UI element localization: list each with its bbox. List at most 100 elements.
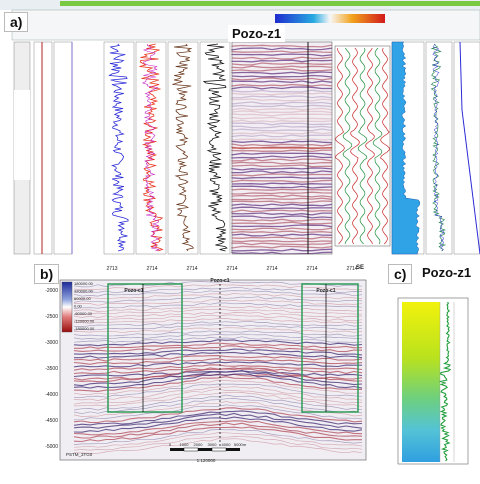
reflector xyxy=(231,125,333,129)
reflector xyxy=(231,98,333,102)
scale-tick-label: 2000 xyxy=(194,442,204,447)
seismic-reflectors xyxy=(231,44,333,255)
reflector xyxy=(231,53,333,57)
scale-tick-label: 4000 xyxy=(222,442,232,447)
panel-a-canvas xyxy=(0,0,480,255)
reflector xyxy=(231,140,333,144)
well-label-right: Pozo-c1 xyxy=(316,288,335,294)
wiggle-trace xyxy=(335,47,345,245)
reflector xyxy=(231,215,333,219)
depth-track-highlight xyxy=(14,90,30,180)
reflector xyxy=(231,248,333,252)
reflector xyxy=(73,333,363,340)
panel-a-well-title: Pozo-z1 xyxy=(228,25,286,42)
reflector xyxy=(231,197,333,201)
reflector xyxy=(231,65,333,69)
reflector xyxy=(231,236,333,240)
section-name: PSTM_3TG0 xyxy=(66,452,93,457)
lithology-color-column xyxy=(402,302,440,462)
panel-a-label: a) xyxy=(4,12,29,32)
corner-tag: SE xyxy=(356,265,364,271)
top-x-label: 2714 xyxy=(306,266,317,272)
reflector xyxy=(73,404,363,421)
section-annotations: -2000 -2500 -3000 -3500 -4000 -4500 -5000 18000… xyxy=(45,265,364,463)
reflector xyxy=(73,376,363,392)
reflector xyxy=(73,306,363,312)
reflector xyxy=(73,416,363,433)
reflector xyxy=(231,107,333,111)
reflector xyxy=(231,152,333,156)
reflector xyxy=(73,407,363,424)
reflector xyxy=(231,83,333,87)
scale-tick-label: 0 xyxy=(169,442,172,447)
panel-c-well-log: c) Pozo-z1 xyxy=(384,262,480,470)
reflector xyxy=(231,245,333,249)
y-tick-label: -2500 xyxy=(45,314,58,320)
gamma-ray-curve xyxy=(438,301,452,462)
wiggle-trace xyxy=(342,47,353,245)
wiggle-trace xyxy=(380,47,390,245)
reflector xyxy=(231,179,333,183)
well-window-right xyxy=(301,283,359,413)
reflector xyxy=(74,342,363,349)
reflector xyxy=(73,364,363,371)
reflector xyxy=(73,284,363,291)
reflector xyxy=(73,299,363,306)
scale-tick-label: 5000m xyxy=(234,442,247,447)
y-tick-label: -3000 xyxy=(45,340,58,346)
reflector xyxy=(231,149,333,153)
legend-value: 0.00 xyxy=(74,304,83,309)
reflector xyxy=(231,185,333,189)
reflector xyxy=(231,50,333,54)
reflector xyxy=(73,330,363,337)
reflector xyxy=(73,379,363,395)
legend-value: -60000.00 xyxy=(74,311,93,316)
log-track-frame xyxy=(425,41,453,255)
reflector xyxy=(73,318,363,324)
wiggle-trace xyxy=(372,47,383,245)
reflector xyxy=(231,227,333,231)
reflector xyxy=(231,104,333,108)
reflector xyxy=(73,436,363,451)
top-x-label: 2713 xyxy=(106,266,117,272)
top-x-label: 2714 xyxy=(146,266,157,272)
reflector xyxy=(73,339,363,347)
y-tick-label: -2000 xyxy=(45,288,58,294)
reflector xyxy=(231,188,333,191)
reflector xyxy=(73,345,363,353)
well-window-left xyxy=(107,283,183,413)
synthetic-wiggles xyxy=(335,47,390,245)
panel-b-canvas: -2000 -2500 -3000 -3500 -4000 -4500 -5000 18000… xyxy=(45,265,367,463)
toolbar-green-strip xyxy=(60,1,480,6)
top-x-label: 2714 xyxy=(186,266,197,272)
right-log-tracks xyxy=(425,41,480,255)
reflector xyxy=(231,200,333,204)
reflector xyxy=(231,209,333,213)
wiggle-trace xyxy=(350,47,360,245)
reflector xyxy=(231,206,333,210)
reflector xyxy=(231,155,333,159)
reflector xyxy=(73,429,363,445)
legend-value: -120000.00 xyxy=(74,319,95,324)
reflector xyxy=(73,296,363,303)
filled-log-track xyxy=(391,41,425,255)
seismic-reflectors xyxy=(73,281,363,454)
reflector xyxy=(73,361,362,368)
well-label-center: Pozo-c1 xyxy=(210,278,229,284)
reflector xyxy=(231,116,333,120)
reflector xyxy=(73,367,363,383)
legend-value: -180000.00 xyxy=(74,326,95,331)
reflector xyxy=(231,158,333,162)
gamma-ray-curve-line xyxy=(438,301,452,462)
scale-tick-label: 3000 xyxy=(208,442,218,447)
scale-tick-label: 1000 xyxy=(180,442,190,447)
reflector xyxy=(74,320,363,327)
reflector xyxy=(73,290,363,297)
reflector xyxy=(231,59,333,63)
wiggle-trace xyxy=(365,47,375,245)
panel-b-seismic-section: -2000 -2500 -3000 -3500 -4000 -4500 -5000 18000… xyxy=(30,262,370,470)
reflector xyxy=(231,221,333,225)
reflector xyxy=(231,119,333,123)
reflector xyxy=(73,392,363,407)
reflector xyxy=(231,128,333,132)
